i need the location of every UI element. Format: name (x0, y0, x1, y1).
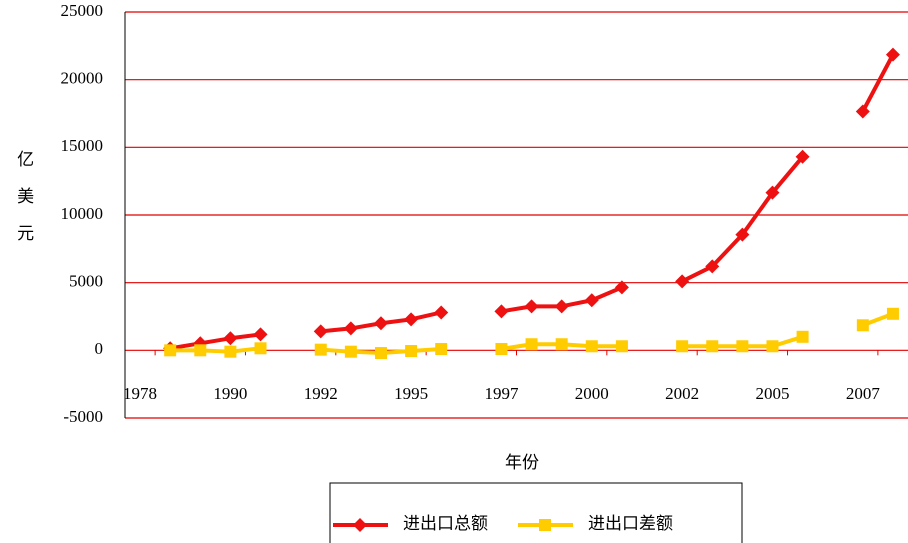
y-tick-label: 25000 (61, 1, 104, 20)
y-tick-label: 0 (95, 339, 104, 358)
data-point (736, 340, 749, 353)
data-point (555, 338, 568, 351)
data-point (434, 305, 449, 320)
data-point (885, 47, 900, 62)
data-point (765, 185, 780, 200)
data-point (223, 331, 238, 346)
data-point (524, 299, 539, 314)
data-point (254, 342, 267, 355)
y-tick-label: 20000 (61, 69, 104, 88)
data-point (343, 321, 358, 336)
x-tick-label: 2000 (575, 384, 609, 403)
data-point (855, 104, 870, 119)
data-point (404, 312, 419, 327)
legend-label: 进出口差额 (588, 514, 673, 533)
data-point (494, 304, 509, 319)
x-axis-label: 年份 (505, 453, 539, 472)
y-tick-label: 15000 (61, 136, 104, 155)
data-point (766, 340, 779, 353)
data-point (676, 340, 689, 353)
legend-label: 进出口总额 (403, 514, 488, 533)
y-tick-label: 5000 (69, 272, 103, 291)
x-tick-label: 1995 (394, 384, 428, 403)
x-tick-label: 1978 (123, 384, 157, 403)
legend-marker (539, 519, 551, 531)
data-point (435, 342, 448, 355)
data-point (525, 338, 538, 351)
data-point (735, 227, 750, 242)
data-point (706, 340, 719, 353)
y-axis-label: 亿美元 (14, 150, 34, 261)
data-point (405, 345, 418, 358)
data-point (796, 330, 809, 343)
data-point (585, 340, 598, 353)
x-tick-label: 1997 (484, 384, 519, 403)
data-point (795, 149, 810, 164)
x-tick-label: 2007 (846, 384, 881, 403)
data-point (224, 345, 237, 358)
data-point (554, 299, 569, 314)
data-point (615, 340, 628, 353)
data-point (584, 293, 599, 308)
legend-marker (353, 518, 367, 532)
data-point (194, 344, 207, 357)
data-point (856, 319, 869, 332)
x-tick-label: 1990 (213, 384, 247, 403)
data-point (373, 316, 388, 331)
data-point (253, 327, 268, 342)
data-point (705, 259, 720, 274)
y-tick-label: -5000 (63, 407, 103, 426)
legend-box (329, 482, 743, 543)
y-tick-label: 10000 (61, 204, 104, 223)
data-point (495, 342, 508, 355)
x-tick-label: 1992 (304, 384, 338, 403)
data-point (675, 274, 690, 289)
data-point (344, 345, 357, 358)
x-tick-label: 2005 (755, 384, 789, 403)
x-tick-label: 2002 (665, 384, 699, 403)
data-point (313, 324, 328, 339)
data-point (164, 344, 177, 357)
data-point (314, 343, 327, 356)
data-point (374, 347, 387, 360)
data-point (886, 307, 899, 320)
data-point (614, 280, 629, 295)
